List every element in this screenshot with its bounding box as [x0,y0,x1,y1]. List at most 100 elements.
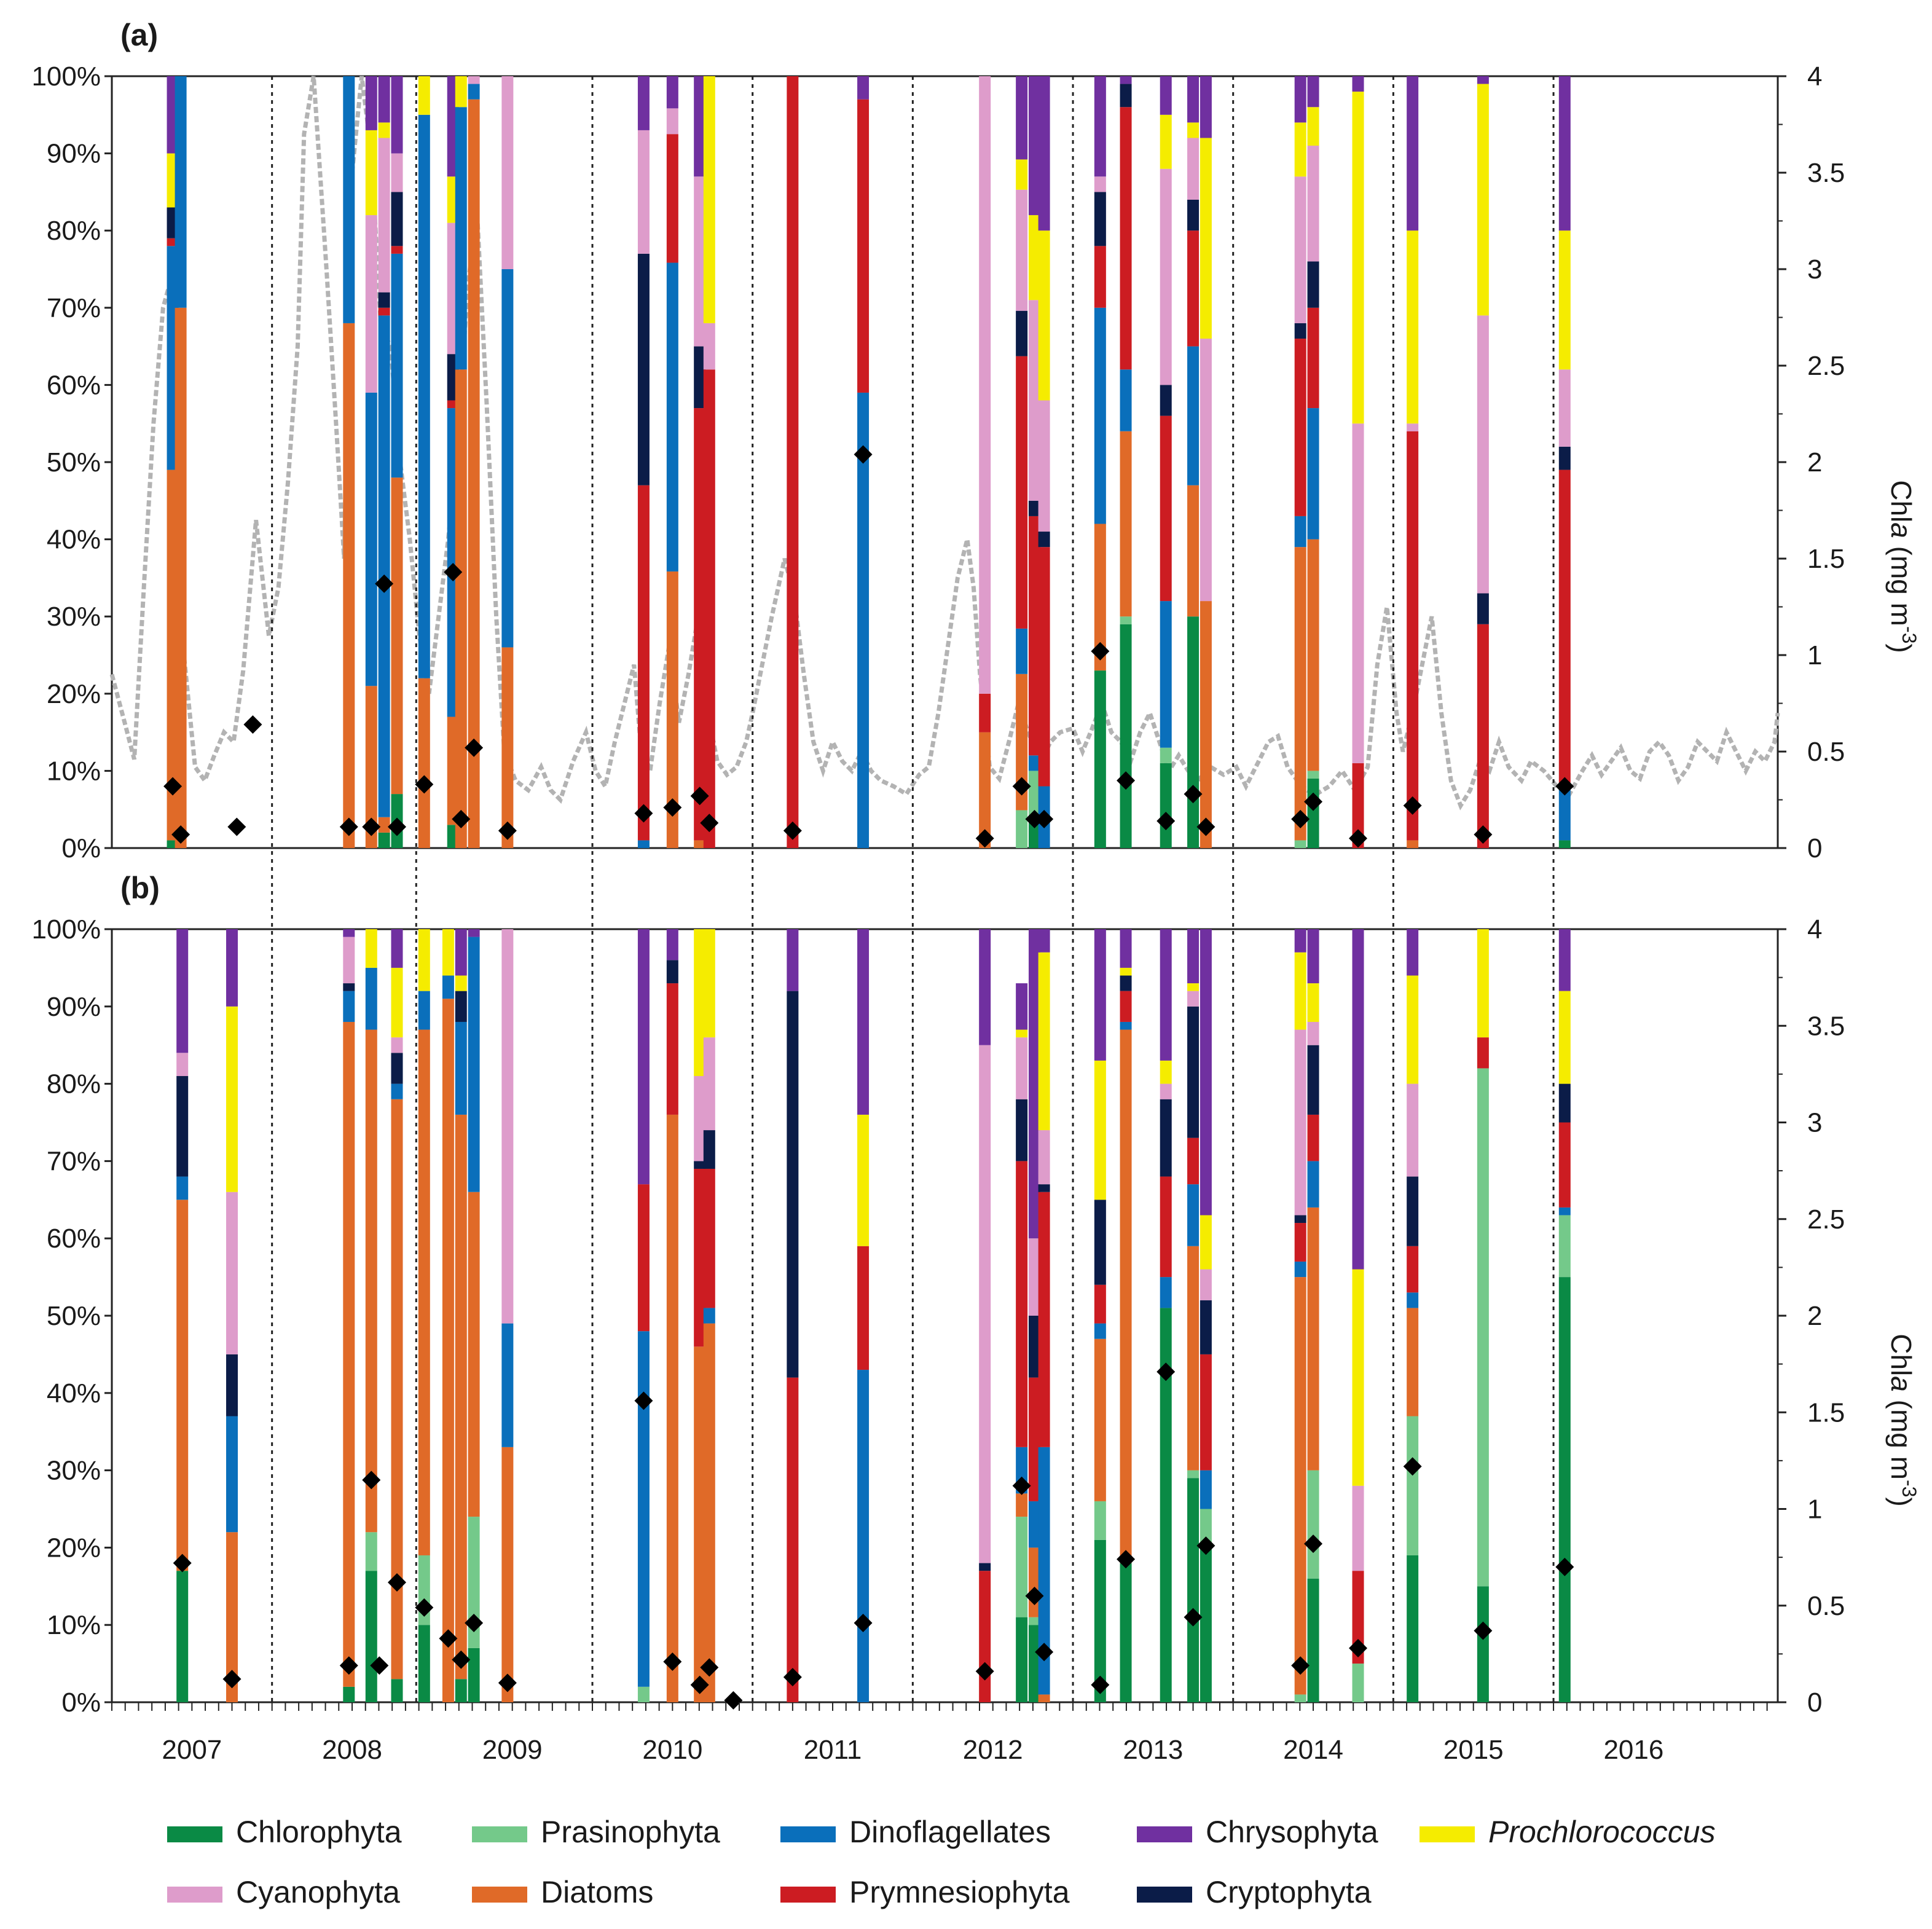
chla-marker [444,562,463,581]
bar-segment-cyan [391,1037,403,1053]
bar-segment-chry [226,929,238,1007]
bar-segment-cyan [1160,168,1172,385]
bar-segment-diat [455,369,467,848]
percent-tick-label: 50% [47,447,101,477]
bar-segment-diat [1294,1277,1306,1695]
chla-marker [465,1614,484,1633]
bar-segment-cyan [979,76,991,694]
year-label: 2016 [1603,1735,1663,1765]
bar-segment-chl [1187,1478,1200,1702]
bar-segment-cryp [176,1076,189,1177]
legend-swatch-proc [1420,1826,1475,1842]
bar-segment-chl [1307,778,1319,848]
chla-marker [663,798,682,817]
chla-marker [634,1391,653,1410]
chla-tick-label: 1 [1807,640,1822,670]
chla-marker [173,1554,192,1573]
bar-segment-prym [787,1377,799,1702]
bar-segment-dino [1294,1261,1306,1278]
bar-segment-proc [1120,967,1132,976]
bar-segment-proc [455,975,467,991]
chla-marker [1403,796,1422,815]
bar-segment-diat [1294,547,1306,841]
bar-segment-dino [468,937,480,1192]
bar-segment-proc [857,1114,870,1246]
legend-label-proc: Prochlorococcus [1488,1815,1716,1849]
bar-segment-prym [1038,1192,1050,1447]
bar-segment-pras [637,1686,650,1702]
chla-marker [634,804,653,823]
bar-segment-dino [343,76,355,323]
bar-segment-diat [1407,840,1419,848]
bar-segment-chry [1160,76,1172,115]
bar-segment-prym [857,99,870,393]
bar-segment-dino [418,991,430,1030]
bar-segment-dino [1120,369,1132,431]
bar-segment-diat [418,1029,430,1555]
chla-marker [1196,817,1215,836]
bar-segment-chry [1016,76,1028,160]
bar-segment-prym [1160,415,1172,602]
bar-segment-chry [365,76,377,130]
bar-segment-proc [1307,107,1319,146]
bar-segment-chry [1120,929,1132,968]
bar-segment-diat [1307,1207,1319,1471]
bar-segment-diat [176,1200,189,1571]
bar-segment-diat [226,1532,238,1702]
bar-segment-chry [1200,929,1212,1216]
bar-segment-dino [1558,1207,1571,1216]
bar-segment-dino [391,253,403,478]
chla-marker [690,1675,709,1694]
bar-segment-diat [979,732,991,848]
bar-segment-cyan [1094,176,1106,192]
bar-segment-proc [1187,122,1200,138]
bar-segment-chl [1028,1625,1040,1702]
bar-segment-prym [1094,246,1106,308]
bar-segment-dino [365,392,377,686]
bar-segment-prym [703,1168,715,1308]
bar-segment-diat [1016,674,1028,811]
bar-segment-cyan [501,76,514,269]
bar-segment-dino [1094,307,1106,524]
bar-segment-cyan [1558,369,1571,447]
bar-segment-diat [175,307,187,848]
bar-segment-chry [1200,76,1212,138]
bar-segment-diat [468,1192,480,1517]
chla-marker [690,787,709,806]
legend-label-prym: Prymnesiophyta [849,1875,1070,1909]
chla-marker [975,1662,994,1681]
bar-segment-diat [418,678,430,848]
bar-segment-dino [176,1176,189,1200]
chla-title-close: ) [1885,1497,1917,1506]
bar-segment-chry [1094,929,1106,1061]
bar-segment-cyan [694,1076,706,1161]
bar-segment-prym [1558,1122,1571,1208]
bar-segment-dino [343,991,355,1022]
bar-segment-chl [343,1686,355,1702]
chla-marker [452,1650,471,1669]
bar-segment-chry [176,929,189,1053]
chla-tick-label: 3.5 [1807,1011,1845,1041]
bar-segment-chl [455,1679,467,1702]
percent-tick-label: 90% [47,139,101,169]
bar-segment-prym [666,134,678,263]
chla-marker [975,829,994,848]
bar-segment-diat [1187,1246,1200,1471]
bar-segment-chry [1407,929,1419,976]
chla-marker [1555,777,1574,796]
bar-segment-prym [1016,1161,1028,1447]
bar-segment-cryp [787,991,799,1378]
x-axis: 2007 2008 2009 2010 2011 2012 2013 2014 2015 2016 [111,76,1768,1765]
bar-segment-diat [1016,1493,1028,1517]
chla-marker [1091,642,1110,661]
chla-tick-label: 2.5 [1807,1204,1845,1235]
bar-segment-chry [637,76,650,130]
bar-segment-dino [1187,346,1200,485]
bar-segment-proc [1016,159,1028,190]
bar-segment-dino [1307,408,1319,540]
year-label: 2012 [963,1735,1023,1765]
chla-marker [1291,1656,1310,1675]
legend-swatch-diat [472,1887,527,1903]
bar-segment-cryp [1294,323,1306,339]
bar-segment-cryp [1016,1099,1028,1161]
